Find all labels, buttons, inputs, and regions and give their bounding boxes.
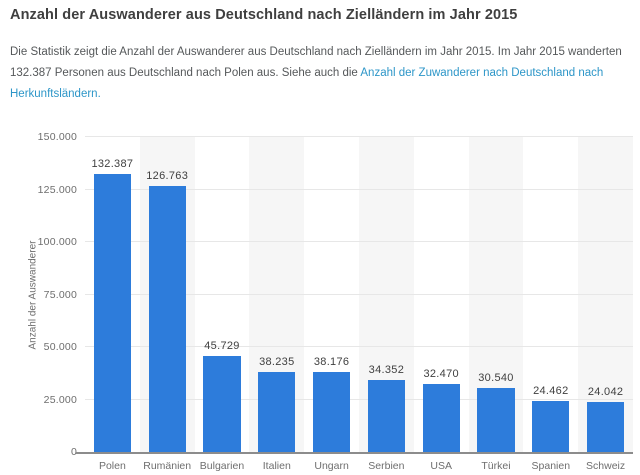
data-label-usa: 32.470 — [423, 367, 459, 380]
description: Die Statistik zeigt die Anzahl der Auswa… — [10, 42, 628, 105]
page-title: Anzahl der Auswanderer aus Deutschland n… — [10, 7, 518, 23]
plot-band-polen: 132.387 — [85, 137, 140, 452]
bar-ungarn[interactable] — [312, 371, 351, 452]
x-axis-label-polen: Polen — [98, 460, 126, 472]
x-axis-label-italien: Italien — [262, 460, 291, 472]
x-axis-label-usa: USA — [430, 460, 452, 472]
y-axis-label-0: 0 — [70, 446, 77, 458]
plot-band-t-rkei: 30.540 — [468, 137, 524, 452]
data-label-spanien: 24.462 — [533, 384, 569, 397]
data-label-ungarn: 38.176 — [313, 355, 350, 368]
bar-serbien[interactable] — [367, 379, 406, 452]
gridline-100.000 — [85, 241, 633, 242]
y-axis-label-25.000: 25.000 — [43, 393, 77, 406]
x-axis-labels: Polen Rumänien Bulgarien Italien Ungarn Serbi… — [85, 460, 633, 474]
plot-band-rum-nien: 126.763 — [139, 137, 195, 452]
bar-polen[interactable] — [93, 174, 132, 452]
x-axis-line — [76, 452, 633, 454]
bar-spanien[interactable] — [532, 400, 570, 452]
x-axis-label-t-rkei: Türkei — [481, 460, 511, 472]
gridline-125.000 — [85, 188, 633, 190]
plot-band-serbien: 34.352 — [359, 137, 414, 452]
plot-band-schweiz: 24.042 — [578, 137, 633, 452]
data-label-italien: 38.235 — [259, 355, 295, 368]
bar-schweiz[interactable] — [586, 401, 625, 452]
plot-band-usa: 32.470 — [414, 137, 469, 452]
y-axis-label-125.000: 125.000 — [37, 183, 77, 196]
y-axis-label-50.000: 50.000 — [43, 341, 77, 353]
data-label-bulgarien: 45.729 — [204, 339, 240, 352]
data-label-polen: 132.387 — [91, 158, 134, 170]
bar-chart: Anzahl der Auswanderer 0 25.000 50.000 75.0… — [0, 120, 640, 475]
gridline-25.000 — [85, 398, 633, 400]
bar-usa[interactable] — [422, 383, 460, 452]
bar-rum-nien[interactable] — [148, 185, 186, 452]
x-axis-label-ungarn: Ungarn — [314, 460, 349, 472]
x-axis-label-rum-nien: Rumänien — [143, 460, 192, 472]
plot-band-ungarn: 38.176 — [304, 137, 359, 452]
related-statistic-link[interactable]: Anzahl der Zuwanderer nach Deutschland n… — [10, 67, 604, 100]
gridline-75.000 — [85, 293, 633, 295]
plot-band-italien: 38.235 — [249, 137, 305, 452]
bar-t-rkei[interactable] — [477, 387, 515, 452]
data-label-schweiz: 24.042 — [587, 385, 624, 398]
x-axis-label-schweiz: Schweiz — [586, 460, 626, 472]
gridline-50.000 — [85, 346, 633, 347]
x-axis-label-spanien: Spanien — [531, 460, 571, 472]
x-axis-label-serbien: Serbien — [368, 460, 405, 472]
y-axis-label-100.000: 100.000 — [37, 236, 77, 248]
plot-band-bulgarien: 45.729 — [195, 137, 250, 452]
description-text: Die Statistik zeigt die Anzahl der Auswa… — [10, 46, 622, 79]
plot-band-spanien: 24.462 — [523, 137, 578, 452]
y-axis-label-150.000: 150.000 — [37, 131, 77, 143]
gridline-150.000 — [85, 136, 633, 137]
bar-italien[interactable] — [258, 371, 296, 452]
bar-bulgarien[interactable] — [203, 355, 241, 452]
data-label-rum-nien: 126.763 — [146, 169, 189, 182]
data-label-t-rkei: 30.540 — [478, 371, 514, 384]
plot-area: 132.387 126.763 45.729 38.235 38.176 34.352 32… — [76, 136, 633, 454]
x-axis-label-bulgarien: Bulgarien — [199, 460, 245, 472]
data-label-serbien: 34.352 — [368, 363, 405, 376]
y-axis-label-75.000: 75.000 — [43, 288, 77, 301]
